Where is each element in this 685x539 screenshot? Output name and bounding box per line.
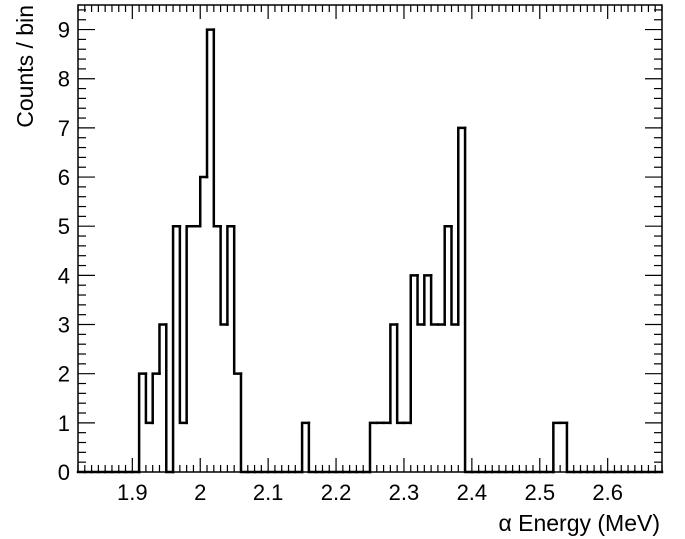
- histogram-bin: [137, 372, 148, 474]
- y-tick-label: 0: [58, 460, 70, 485]
- x-tick-label: 2.2: [321, 480, 352, 505]
- x-axis-ticks: 1.9 2 2.1 2.2 2.3 2.4 2.5 2.6: [77, 5, 663, 505]
- histogram-bin: [144, 372, 154, 425]
- x-tick-label: 2.4: [457, 480, 488, 505]
- histogram-bin: [307, 421, 317, 474]
- y-axis-title: Counts / bin: [12, 5, 38, 128]
- histogram-bin: [409, 274, 419, 425]
- y-tick-label: 3: [58, 313, 70, 338]
- histogram-bin: [212, 28, 222, 228]
- y-tick-label: 6: [58, 165, 70, 190]
- histogram-bin: [219, 224, 229, 326]
- histogram-bins: [76, 28, 664, 474]
- histogram-bin: [423, 274, 433, 326]
- histogram-bin: [368, 421, 379, 474]
- y-tick-label: 5: [58, 214, 70, 239]
- y-tick-label: 9: [58, 18, 70, 43]
- histogram-bin: [450, 224, 460, 326]
- histogram-bin: [389, 323, 399, 425]
- histogram-bin: [463, 126, 474, 474]
- histogram-bin: [158, 323, 168, 375]
- histogram-bin: [565, 421, 575, 474]
- histogram-bin: [205, 28, 216, 179]
- histogram-bin: [226, 224, 236, 326]
- x-tick-label: 2.3: [389, 480, 420, 505]
- y-axis-ticks: 0 1 2 3 4 5 6 7 8 9: [58, 9, 662, 485]
- x-tick-label: 2: [194, 480, 206, 505]
- histogram-bin: [165, 323, 175, 474]
- x-tick-label: 1.9: [117, 480, 148, 505]
- histogram-bin: [300, 421, 311, 474]
- y-tick-label: 8: [58, 67, 70, 92]
- histogram-bin: [198, 175, 209, 228]
- histogram-bin: [239, 372, 250, 474]
- y-tick-label: 4: [58, 263, 70, 288]
- histogram-bin: [457, 126, 467, 326]
- x-tick-label: 2.6: [592, 480, 623, 505]
- histogram-bin: [151, 372, 161, 425]
- histogram-bin: [429, 274, 440, 326]
- histogram-bin: [232, 224, 243, 375]
- histogram-bin: [171, 224, 182, 474]
- y-tick-label: 2: [58, 362, 70, 387]
- x-axis-title: α Energy (MeV): [498, 510, 660, 536]
- y-tick-label: 1: [58, 411, 70, 436]
- histogram-bin: [178, 224, 188, 425]
- histogram-bin: [416, 274, 426, 326]
- histogram-bin: [552, 421, 562, 474]
- x-tick-label: 2.5: [524, 480, 555, 505]
- histogram-bin: [443, 224, 453, 326]
- histogram-bin: [185, 224, 195, 425]
- histogram-bin: [395, 323, 406, 425]
- x-tick-label: 2.1: [253, 480, 284, 505]
- y-tick-label: 7: [58, 116, 70, 141]
